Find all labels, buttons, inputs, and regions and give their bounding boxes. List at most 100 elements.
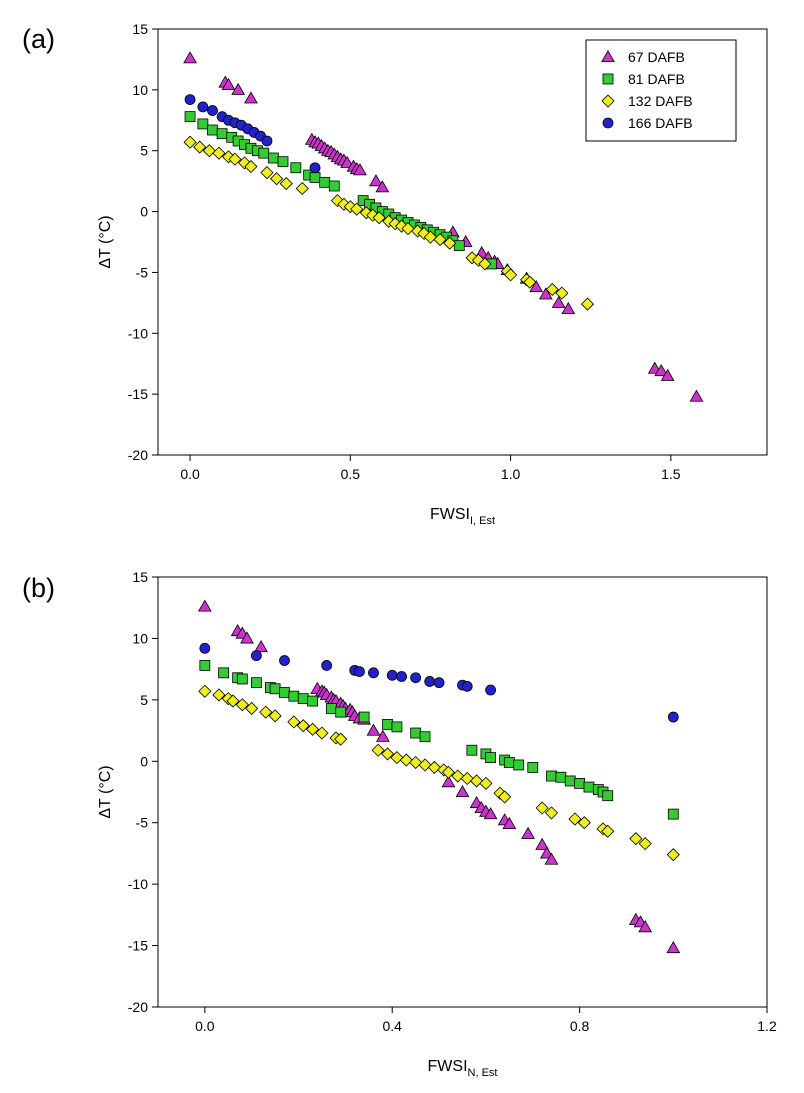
point-67-dafb [221,77,236,91]
point-81-dafb [328,180,340,192]
legend-item: 132 DAFB [601,93,693,109]
point-81-dafb [207,124,218,136]
point-81-dafb [279,687,290,698]
point-132-dafb [666,848,680,862]
point-81-dafb [184,111,196,123]
point-132-dafb [427,760,441,774]
point-67-dafb [529,280,544,293]
point-81-dafb [258,147,270,159]
point-166-dafb [279,655,290,666]
point-81-dafb [197,118,209,130]
point-132-dafb [287,715,301,729]
point-132-dafb [409,755,423,770]
point-132-dafb [259,705,273,719]
point-81-dafb [555,771,567,783]
legend-marker [602,117,614,129]
y-tick-label: -20 [128,447,148,463]
point-67-dafb [483,807,498,820]
y-tick-label: -10 [128,325,148,341]
point-81-dafb [325,703,337,714]
x-axis-label: FWSII, Est [430,506,495,527]
point-166-dafb [386,669,398,681]
data-points [197,599,681,954]
point-67-dafb [689,389,704,402]
y-tick-label: -15 [128,386,148,402]
legend-label: 166 DAFB [628,115,693,131]
point-132-dafb [478,257,492,271]
point-81-dafb [267,152,279,164]
series-67-dafb [197,599,681,954]
legend-item: 166 DAFB [602,115,693,131]
point-81-dafb [335,706,347,718]
point-67-dafb [455,784,470,798]
legend-marker [601,94,615,108]
point-67-dafb [521,826,535,839]
plot-frame [157,576,768,1008]
point-166-dafb [396,671,408,682]
x-tick-label: 1.2 [757,1018,777,1034]
x-tick-label: 1.0 [501,466,521,482]
point-81-dafb [250,677,262,689]
point-67-dafb [441,775,456,788]
point-166-dafb [261,135,273,147]
point-166-dafb [410,672,422,684]
point-132-dafb [479,776,493,790]
point-132-dafb [334,732,348,746]
point-132-dafb [202,144,216,158]
series-132-dafb [183,135,595,311]
point-132-dafb [260,166,274,180]
point-81-dafb [288,690,300,702]
point-67-dafb [638,920,653,933]
point-67-dafb [244,91,258,104]
point-67-dafb [375,729,390,742]
point-166-dafb [424,676,436,687]
point-81-dafb [236,673,248,685]
point-81-dafb [277,156,289,168]
x-tick-label: 0.0 [195,1018,215,1034]
point-81-dafb [391,721,403,733]
point-132-dafb [371,743,385,757]
x-axis-label: FWSIN, Est [428,1058,498,1079]
point-67-dafb [551,295,566,308]
y-tick-label: 0 [140,204,148,220]
point-81-dafb [513,759,525,771]
point-132-dafb [577,816,591,830]
point-132-dafb [523,275,537,289]
point-81-dafb [199,660,211,671]
panel-label-a: (a) [22,24,55,54]
point-81-dafb [216,128,228,140]
point-132-dafb [498,790,512,804]
legend-label: 81 DAFB [628,71,685,87]
point-166-dafb [197,101,209,113]
legend-item: 67 DAFB [601,49,685,65]
point-166-dafb [485,684,497,696]
point-166-dafb [184,94,196,105]
series-132-dafb [198,684,680,862]
point-67-dafb [183,51,197,64]
y-tick-label: 10 [132,630,148,646]
point-132-dafb [401,222,415,236]
point-132-dafb [638,837,652,851]
point-81-dafb [667,808,679,820]
point-67-dafb [538,287,553,300]
point-132-dafb [350,202,364,216]
point-132-dafb [418,758,432,772]
point-132-dafb [193,140,207,154]
point-67-dafb [254,640,268,653]
y-tick-label: 0 [140,753,148,769]
point-81-dafb [307,695,318,707]
point-81-dafb [218,667,229,679]
point-132-dafb [460,771,474,786]
x-axis-label-main: FWSI [428,1058,468,1075]
point-132-dafb [228,152,242,166]
point-132-dafb [244,159,258,174]
point-132-dafb [226,694,240,708]
point-132-dafb [555,286,569,300]
point-132-dafb [380,747,395,761]
y-tick-label: -5 [136,264,149,280]
point-166-dafb [667,711,679,723]
panel-a: (a) -20 -15 -10 -5 0 5 10 15 0.0 0.5 1.0 1.5 ΔT (°C)… [0,0,804,546]
point-132-dafb [296,719,310,733]
point-81-dafb [503,757,515,768]
point-166-dafb [461,680,473,692]
